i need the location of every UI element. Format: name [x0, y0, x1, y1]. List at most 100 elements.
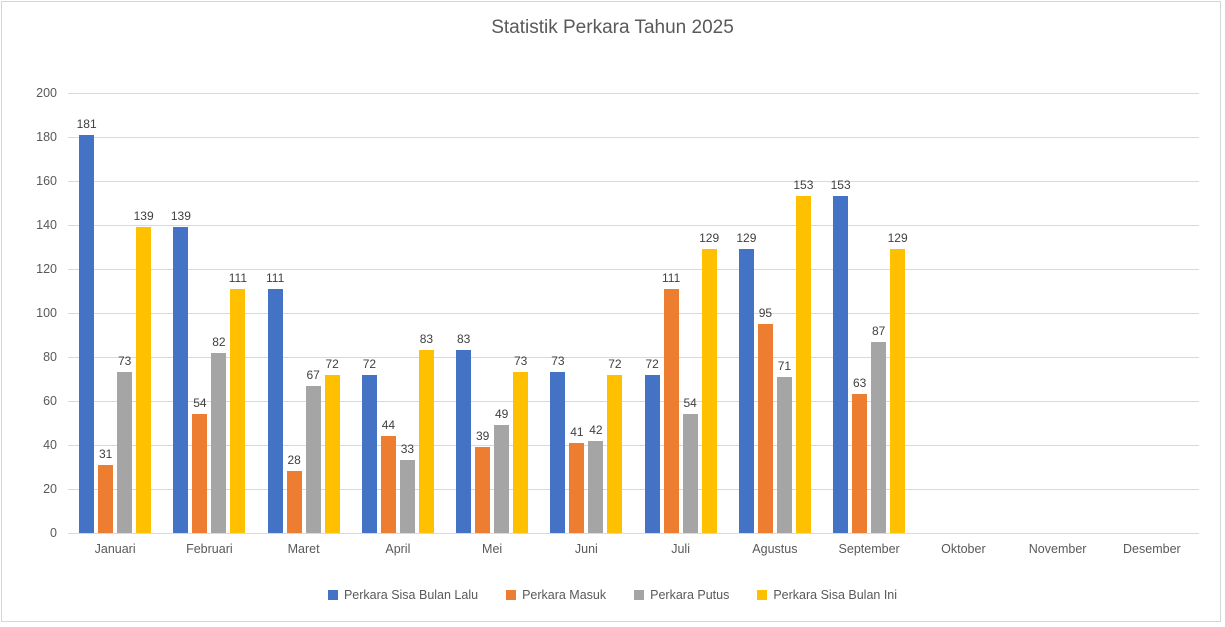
bar-value-label: 39 — [475, 429, 490, 444]
y-axis-label: 20 — [43, 482, 57, 496]
bar-value-label: 73 — [513, 354, 528, 369]
bar-value-label: 72 — [608, 356, 622, 371]
bar-value-label: 153 — [830, 178, 851, 193]
bar: 72 — [324, 357, 340, 533]
gridline — [68, 137, 1199, 138]
legend-item: Perkara Sisa Bulan Lalu — [327, 588, 479, 602]
bar-value-label: 129 — [699, 231, 720, 246]
bar: 42 — [588, 423, 604, 533]
y-axis-label: 100 — [36, 306, 57, 320]
gridline — [68, 401, 1199, 402]
bar: 83 — [456, 332, 472, 533]
bar-value-label: 111 — [662, 270, 681, 285]
y-axis-label: 180 — [36, 130, 57, 144]
bar: 111 — [229, 271, 247, 533]
legend-item: Perkara Putus — [634, 588, 729, 602]
gridline — [68, 93, 1199, 94]
x-axis-label: Mei — [482, 542, 503, 556]
x-axis-label: Februari — [186, 542, 233, 556]
bar: 39 — [475, 429, 491, 533]
gridline — [68, 489, 1199, 490]
y-axis-label: 40 — [43, 438, 57, 452]
legend-label: Perkara Sisa Bulan Lalu — [343, 588, 479, 602]
bar: 72 — [361, 357, 377, 533]
legend-swatch — [757, 590, 768, 600]
bar-value-label: 54 — [683, 396, 697, 411]
y-axis-label: 80 — [43, 350, 57, 364]
bar: 63 — [852, 376, 868, 533]
bar: 111 — [266, 271, 284, 533]
x-axis: Januari Februari Maret April Mei Juni Juli Agus… — [68, 538, 1199, 560]
bar: 95 — [757, 306, 773, 533]
bar-value-label: 67 — [306, 367, 320, 382]
bar: 73 — [513, 354, 529, 533]
bar: 82 — [211, 335, 227, 533]
gridline — [68, 269, 1199, 270]
bar-value-label: 111 — [228, 270, 247, 285]
bar-value-label: 87 — [871, 323, 886, 338]
bar-value-label: 181 — [76, 116, 97, 131]
bar-value-label: 71 — [777, 358, 792, 373]
bar-value-label: 63 — [852, 376, 867, 391]
bar-value-label: 31 — [98, 446, 113, 461]
bar: 28 — [286, 453, 302, 533]
category-group-november — [1011, 93, 1105, 533]
bar-value-label: 72 — [325, 356, 339, 371]
x-axis-label: April — [385, 542, 411, 556]
y-axis-label: 120 — [36, 262, 57, 276]
category-group-juli: 72 111 54 129 — [634, 93, 728, 533]
y-axis-label: 200 — [36, 86, 57, 100]
y-axis-label: 60 — [43, 394, 57, 408]
bar: 72 — [607, 357, 623, 533]
legend-swatch — [634, 590, 645, 600]
bar: 49 — [494, 407, 510, 533]
x-axis-label: Oktober — [941, 542, 986, 556]
bar-value-label: 28 — [287, 453, 301, 468]
bar: 67 — [305, 368, 321, 533]
bar-value-label: 129 — [887, 231, 908, 246]
legend-label: Perkara Sisa Bulan Ini — [773, 588, 898, 602]
bar-value-label: 73 — [551, 354, 565, 369]
bar-value-label: 139 — [170, 209, 191, 224]
category-group-april: 72 44 33 83 — [351, 93, 445, 533]
category-group-desember — [1105, 93, 1199, 533]
bar: 31 — [98, 447, 114, 533]
x-axis-label: Maret — [287, 542, 320, 556]
x-axis-label: Januari — [94, 542, 136, 556]
bar: 83 — [418, 332, 434, 533]
bar: 72 — [644, 357, 660, 533]
bar: 41 — [569, 425, 585, 533]
category-group-februari: 139 54 82 111 — [162, 93, 256, 533]
y-axis-label: 0 — [50, 526, 57, 540]
gridline — [68, 181, 1199, 182]
bar-value-label: 44 — [381, 418, 396, 433]
gridline — [68, 225, 1199, 226]
bar: 153 — [831, 178, 851, 533]
y-axis-label: 160 — [36, 174, 57, 188]
bar-value-label: 49 — [494, 407, 509, 422]
bar-value-label: 129 — [736, 231, 757, 246]
x-axis-label: Juli — [671, 542, 690, 556]
legend-label: Perkara Masuk — [522, 588, 607, 602]
bar: 139 — [134, 209, 154, 533]
bar: 129 — [888, 231, 908, 533]
bar-value-label: 139 — [133, 209, 154, 224]
bar: 33 — [399, 442, 415, 533]
category-group-agustus: 129 95 71 153 — [728, 93, 822, 533]
gridline — [68, 357, 1199, 358]
legend-swatch — [506, 590, 517, 600]
gridline — [68, 313, 1199, 314]
bar-value-label: 83 — [456, 332, 471, 347]
x-axis-label: September — [838, 542, 900, 556]
category-group-oktober — [916, 93, 1010, 533]
bar: 54 — [682, 396, 698, 533]
bar: 44 — [380, 418, 396, 533]
bar-value-label: 41 — [570, 424, 584, 439]
bar: 129 — [736, 231, 756, 533]
bar: 139 — [171, 209, 191, 533]
bar: 73 — [550, 354, 566, 533]
legend-item: Perkara Sisa Bulan Ini — [757, 588, 897, 602]
legend-swatch — [327, 590, 338, 600]
y-axis-label: 140 — [36, 218, 57, 232]
